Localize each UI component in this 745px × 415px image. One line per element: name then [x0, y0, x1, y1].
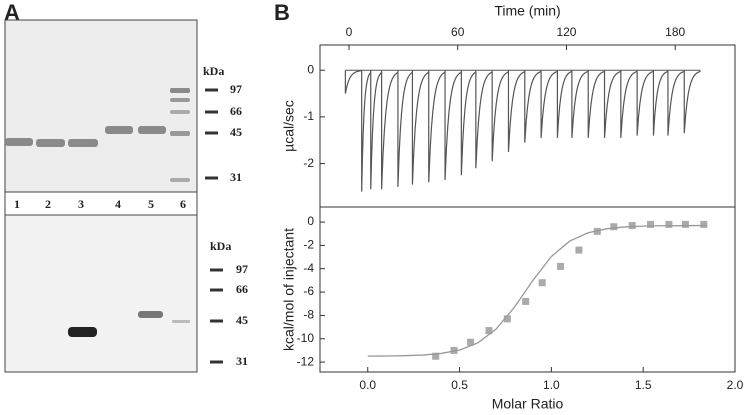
y-tick-label: 0	[307, 214, 314, 228]
marker-label: 45	[236, 313, 248, 327]
lane-label: 1	[14, 197, 20, 211]
data-point	[610, 223, 618, 231]
y-tick-label: -2	[303, 156, 314, 170]
marker-unit: kDa	[203, 64, 224, 78]
x-tick-label: 0.0	[359, 378, 376, 392]
band	[170, 98, 190, 102]
lane-label: 6	[180, 197, 186, 211]
lane-row	[4, 191, 198, 216]
data-point	[538, 279, 546, 287]
injection-peak	[475, 70, 493, 169]
injection-peak	[652, 70, 669, 136]
x-tick-label: 1.5	[635, 378, 652, 392]
data-point	[665, 220, 673, 228]
data-point	[575, 246, 583, 254]
marker-label: 31	[236, 354, 248, 368]
lane-label: 2	[45, 197, 51, 211]
marker-label: 45	[230, 125, 242, 139]
marker-label: 31	[230, 170, 242, 184]
y-tick-label: -2	[303, 238, 314, 252]
band	[68, 327, 97, 337]
panel-label: A	[4, 0, 20, 25]
data-point	[522, 297, 530, 305]
injection-peak	[683, 70, 701, 134]
x-tick-label: 120	[556, 25, 576, 39]
data-point	[485, 327, 493, 335]
plot-frame	[319, 206, 736, 373]
injection-peak	[507, 70, 526, 152]
injection-peak	[540, 70, 558, 138]
injection-peak	[524, 70, 542, 143]
data-point	[628, 222, 636, 230]
injection-peak	[603, 70, 622, 138]
x-tick-label: 60	[451, 25, 465, 39]
marker-label: 66	[230, 104, 242, 118]
data-point	[503, 315, 511, 323]
data-point	[432, 352, 440, 360]
injection-peak	[556, 70, 573, 138]
injection-peak	[587, 70, 605, 138]
band	[170, 178, 190, 182]
data-point	[700, 220, 708, 228]
injection-peak	[571, 70, 589, 138]
x-tick-label: 0.5	[451, 378, 468, 392]
data-point	[467, 338, 475, 346]
data-point	[450, 346, 458, 354]
band	[138, 126, 166, 134]
x-tick-label: 2.0	[727, 378, 744, 392]
x-tick-label: 0	[346, 25, 353, 39]
band	[170, 110, 190, 114]
gel-top	[4, 19, 198, 193]
injection-peak	[667, 70, 685, 136]
band	[138, 311, 163, 318]
y-tick-label: -4	[303, 261, 314, 275]
injection-peak	[370, 70, 383, 190]
band	[68, 139, 98, 147]
injection-peak	[361, 70, 372, 192]
injection-peak	[491, 70, 509, 162]
y-tick-label: -6	[303, 284, 314, 298]
marker-unit: kDa	[210, 239, 231, 253]
injection-peak	[428, 70, 446, 183]
band	[170, 88, 190, 93]
injection-peak	[636, 70, 654, 136]
x-tick-label: 180	[665, 25, 685, 39]
x-axis-label: Time (min)	[494, 3, 560, 19]
gel-bottom	[4, 214, 198, 373]
band	[105, 126, 133, 134]
y-tick-label: -8	[303, 308, 314, 322]
y-tick-label: -1	[303, 109, 314, 123]
x-tick-label: 1.0	[543, 378, 560, 392]
marker-label: 97	[236, 262, 248, 276]
marker-label: 97	[230, 82, 242, 96]
marker-label: 66	[236, 282, 248, 296]
data-point	[557, 262, 565, 270]
y-axis-label: kcal/mol of injectant	[281, 228, 297, 351]
lane-label: 5	[148, 197, 154, 211]
panel-label: B	[274, 0, 290, 25]
fit-line	[367, 224, 708, 357]
injection-peak	[460, 70, 477, 176]
y-tick-label: -10	[297, 331, 315, 345]
band	[36, 139, 65, 147]
injection-peak	[444, 70, 462, 180]
y-tick-label: 0	[307, 62, 314, 76]
injection-peak	[344, 70, 362, 94]
x-axis-label: Molar Ratio	[492, 396, 564, 412]
y-axis-label: µcal/sec	[281, 100, 297, 152]
injection-peak	[381, 70, 399, 190]
injection-peak	[411, 70, 430, 185]
lane-label: 4	[115, 197, 121, 211]
injection-peak	[620, 70, 638, 138]
injection-peak	[397, 70, 413, 187]
data-point	[681, 220, 689, 228]
lane-label: 3	[78, 197, 84, 211]
band	[172, 320, 190, 323]
data-point	[647, 220, 655, 228]
band	[5, 138, 33, 146]
y-tick-label: -12	[297, 354, 315, 368]
band	[170, 131, 190, 136]
